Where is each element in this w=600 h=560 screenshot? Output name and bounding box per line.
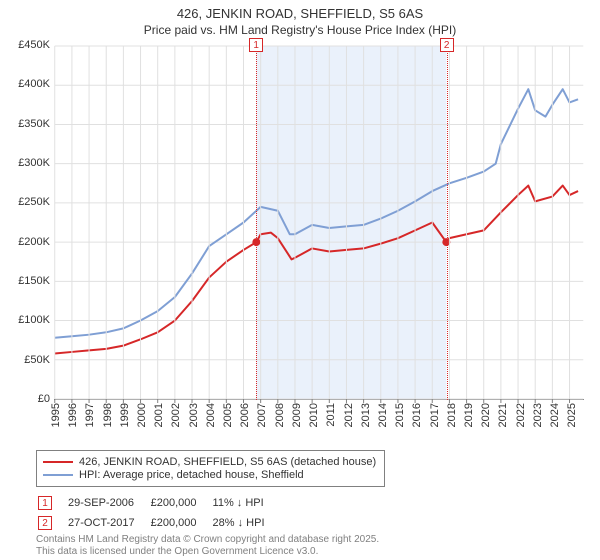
y-tick-label: £200K	[18, 236, 50, 248]
x-tick-label: 1998	[102, 403, 114, 427]
x-tick-label: 2018	[446, 403, 458, 427]
x-tick-label: 2025	[566, 403, 578, 427]
legend-item-hpi: HPI: Average price, detached house, Shef…	[43, 469, 376, 481]
legend-label-hpi: HPI: Average price, detached house, Shef…	[79, 469, 304, 481]
x-tick-label: 2011	[325, 403, 337, 427]
y-tick-label: £250K	[18, 196, 50, 208]
x-tick-label: 2015	[394, 403, 406, 427]
y-tick-label: £0	[38, 393, 50, 405]
x-tick-label: 2013	[360, 403, 372, 427]
title-address: 426, JENKIN ROAD, SHEFFIELD, S5 6AS	[0, 6, 600, 23]
chart-marker-box: 2	[440, 38, 454, 52]
legend-swatch-hpi	[43, 474, 73, 476]
marker-date-2: 27-OCT-2017	[68, 514, 149, 532]
marker-price-2: £200,000	[151, 514, 211, 532]
x-tick-label: 1999	[119, 403, 131, 427]
marker-delta-1: 11% ↓ HPI	[213, 494, 279, 512]
marker-box-2: 2	[38, 516, 52, 530]
x-tick-label: 2020	[480, 403, 492, 427]
y-tick-label: £300K	[18, 157, 50, 169]
legend-label-price-paid: 426, JENKIN ROAD, SHEFFIELD, S5 6AS (det…	[79, 456, 376, 468]
legend-item-price-paid: 426, JENKIN ROAD, SHEFFIELD, S5 6AS (det…	[43, 456, 376, 468]
x-tick-label: 1996	[67, 403, 79, 427]
x-tick-label: 2024	[549, 403, 561, 427]
legend-swatch-price-paid	[43, 461, 73, 463]
chart-container: 426, JENKIN ROAD, SHEFFIELD, S5 6AS Pric…	[0, 0, 600, 560]
x-tick-label: 2002	[170, 403, 182, 427]
title-subtitle: Price paid vs. HM Land Registry's House …	[0, 23, 600, 39]
x-tick-label: 2008	[274, 403, 286, 427]
marker-date-1: 29-SEP-2006	[68, 494, 149, 512]
x-tick-label: 2007	[256, 403, 268, 427]
title-block: 426, JENKIN ROAD, SHEFFIELD, S5 6AS Pric…	[0, 0, 600, 38]
x-tick-label: 2003	[188, 403, 200, 427]
x-tick-label: 2010	[308, 403, 320, 427]
marker-delta-2: 28% ↓ HPI	[213, 514, 279, 532]
x-tick-label: 2017	[429, 403, 441, 427]
marker-row-1: 1 29-SEP-2006 £200,000 11% ↓ HPI	[38, 494, 279, 512]
x-tick-label: 2012	[343, 403, 355, 427]
x-tick-label: 2022	[515, 403, 527, 427]
x-tick-label: 2016	[411, 403, 423, 427]
x-tick-label: 2023	[532, 403, 544, 427]
y-tick-label: £100K	[18, 314, 50, 326]
x-tick-label: 2009	[291, 403, 303, 427]
x-tick-label: 1997	[84, 403, 96, 427]
x-tick-label: 2000	[136, 403, 148, 427]
markers-table: 1 29-SEP-2006 £200,000 11% ↓ HPI 2 27-OC…	[36, 492, 281, 534]
y-tick-label: £450K	[18, 39, 50, 51]
plot-area: £0£50K£100K£150K£200K£250K£300K£350K£400…	[54, 46, 584, 400]
x-tick-label: 1995	[50, 403, 62, 427]
y-tick-label: £50K	[24, 354, 50, 366]
y-tick-label: £350K	[18, 118, 50, 130]
x-tick-label: 2021	[497, 403, 509, 427]
marker-row-2: 2 27-OCT-2017 £200,000 28% ↓ HPI	[38, 514, 279, 532]
footer-line2: This data is licensed under the Open Gov…	[36, 546, 379, 558]
x-tick-label: 2019	[463, 403, 475, 427]
legend: 426, JENKIN ROAD, SHEFFIELD, S5 6AS (det…	[36, 450, 385, 487]
chart-marker-box: 1	[249, 38, 263, 52]
x-tick-label: 2001	[153, 403, 165, 427]
marker-price-1: £200,000	[151, 494, 211, 512]
footer-attribution: Contains HM Land Registry data © Crown c…	[36, 534, 379, 558]
marker-vline	[447, 46, 448, 400]
x-tick-label: 2006	[239, 403, 251, 427]
y-tick-label: £400K	[18, 78, 50, 90]
footer-line1: Contains HM Land Registry data © Crown c…	[36, 534, 379, 546]
marker-vline	[256, 46, 257, 400]
y-tick-label: £150K	[18, 275, 50, 287]
plot-svg	[54, 46, 584, 399]
x-tick-label: 2014	[377, 403, 389, 427]
x-tick-label: 2004	[205, 403, 217, 427]
marker-box-1: 1	[38, 496, 52, 510]
x-tick-label: 2005	[222, 403, 234, 427]
